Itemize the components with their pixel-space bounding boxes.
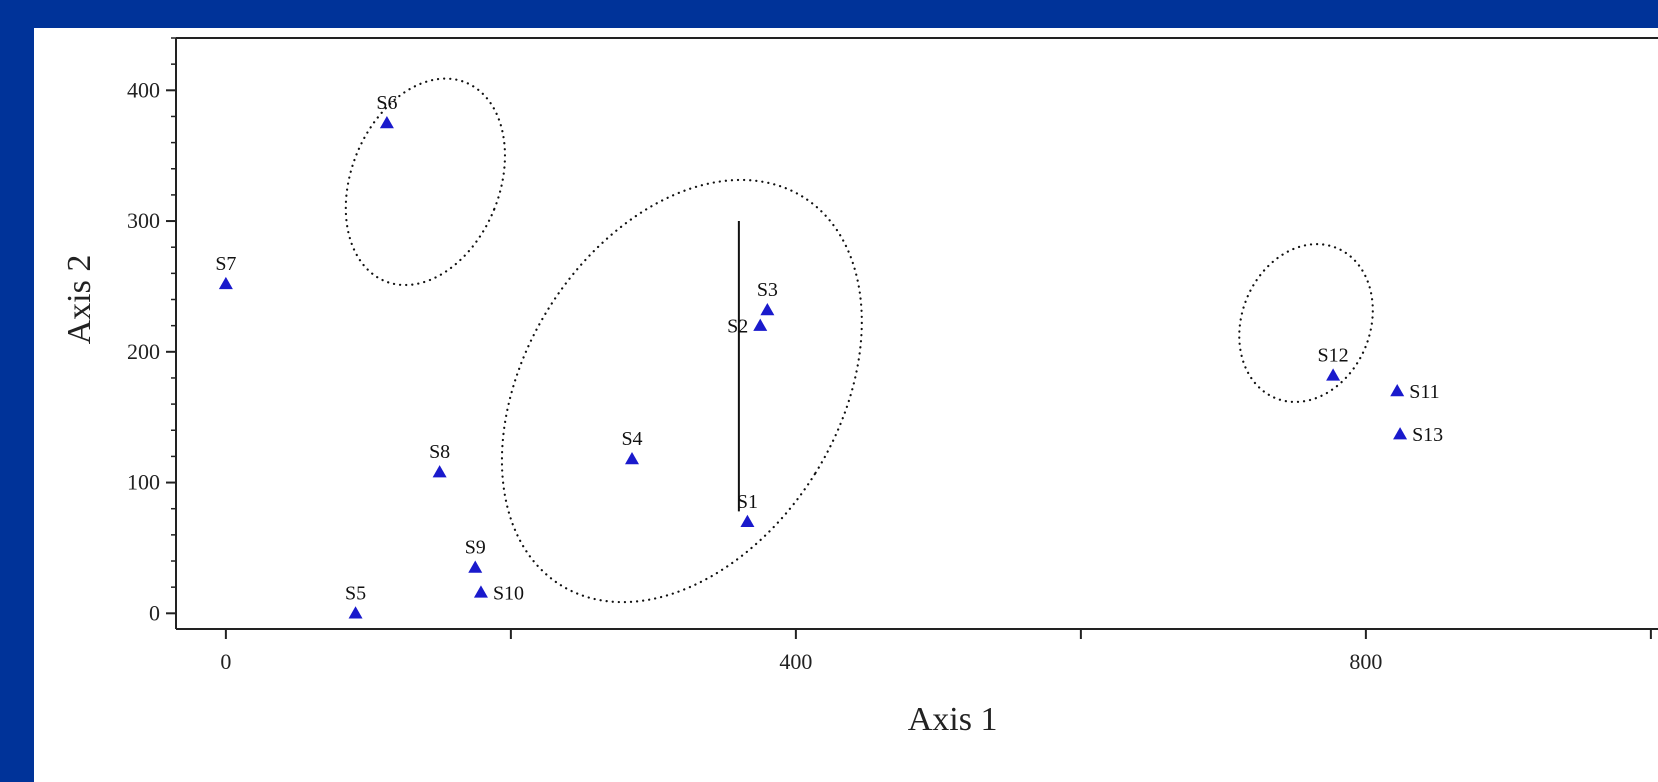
point-label-s9: S9 [465,537,486,559]
point-s2 [753,318,768,331]
point-s9 [468,560,483,573]
x-tick-label: 0 [220,649,231,674]
cluster-ellipse-1 [344,77,507,287]
point-s1 [740,514,755,528]
y-tick-label: 300 [127,208,160,233]
point-s12 [1326,368,1341,381]
point-label-s2: S2 [727,316,748,338]
cluster-ellipse-2 [500,178,863,604]
point-s5 [348,606,363,619]
point-s13 [1393,427,1408,440]
y-tick-label: 400 [127,77,160,102]
point-s3 [760,302,775,316]
y-tick-label: 0 [149,600,160,625]
point-s11 [1390,384,1405,397]
y-axis-title: Axis 2 [61,255,98,345]
cluster-ellipse-3 [1238,243,1374,404]
scatter-chart: 0 100 200 300 400 0 400 800 Axis 1 Axis 2 S1 S2 S3 S4… [61,37,1658,738]
x-axis-title: Axis 1 [908,701,998,738]
x-tick-label: 800 [1349,649,1382,674]
point-label-s1: S1 [737,491,758,513]
point-s4 [625,452,639,465]
point-s10 [473,585,488,598]
point-s6 [379,115,394,129]
point-label-s5: S5 [345,582,366,604]
point-label-s13: S13 [1412,424,1443,446]
y-tick-label: 100 [127,470,160,495]
point-label-s10: S10 [493,582,524,604]
point-label-s6: S6 [376,92,397,114]
point-s8 [432,465,447,478]
point-label-s8: S8 [429,441,450,463]
point-label-s11: S11 [1409,381,1439,403]
x-tick-label: 400 [779,649,812,674]
point-label-s7: S7 [215,253,236,275]
point-s7 [218,276,233,290]
y-tick-label: 200 [127,339,160,364]
point-label-s12: S12 [1318,344,1349,366]
point-label-s3: S3 [757,279,778,301]
chart-frame: 0 100 200 300 400 0 400 800 Axis 1 Axis 2 S1 S2 S3 S4… [34,28,1658,782]
point-label-s4: S4 [621,428,642,450]
